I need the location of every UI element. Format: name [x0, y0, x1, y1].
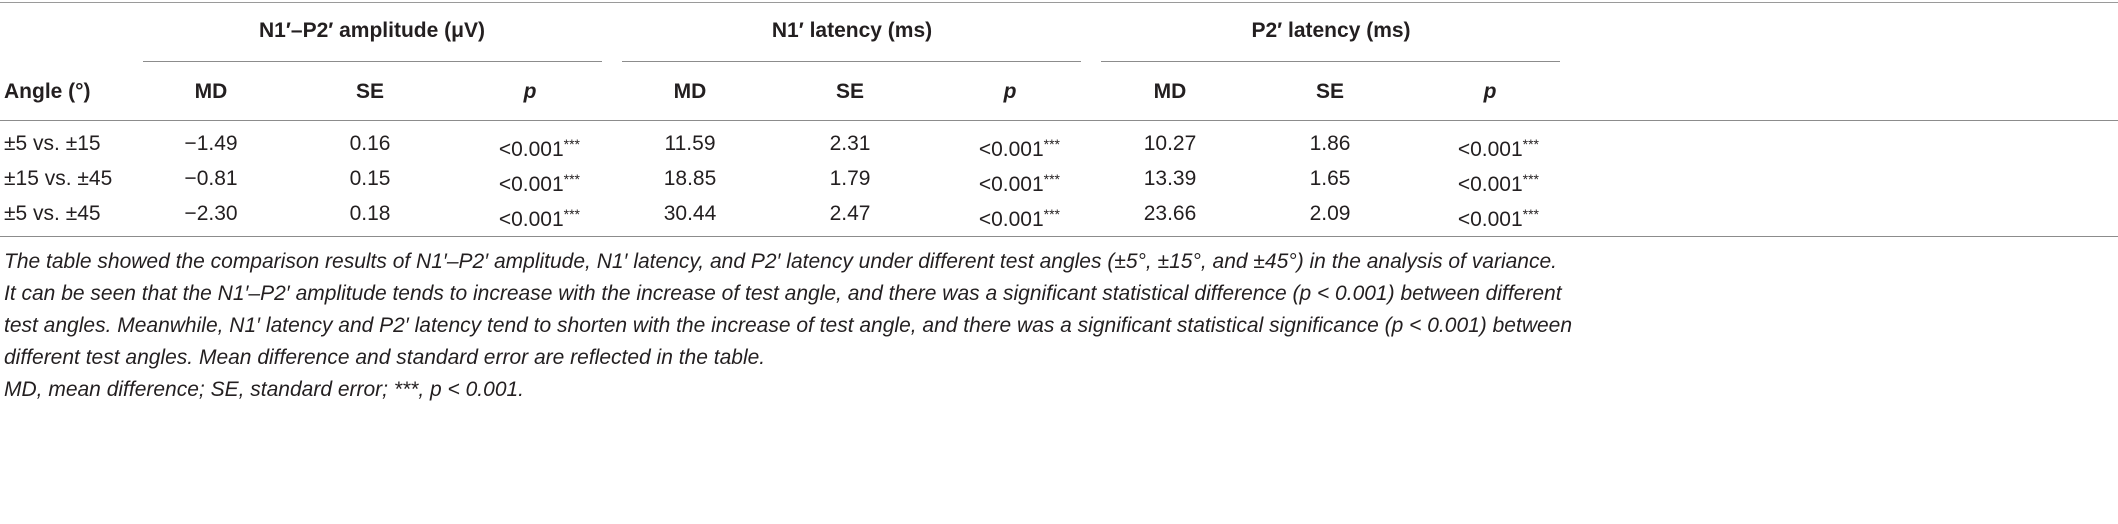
- group-header-amplitude: N1′–P2′ amplitude (μV): [259, 19, 485, 42]
- cell-n1-md: 30.44: [663, 202, 717, 225]
- subheader-n1-md: MD: [673, 80, 707, 103]
- p-value: <0.001: [1457, 208, 1523, 231]
- cell-n1-se: 1.79: [829, 167, 871, 190]
- cell-amp-se: 0.18: [349, 202, 391, 225]
- significance-marker: ***: [1043, 171, 1060, 187]
- subheader-amp-se: SE: [355, 80, 385, 103]
- group-rule-amplitude: [143, 61, 602, 62]
- subheader-p2-p: p: [1483, 80, 1497, 103]
- subheader-p2-se: SE: [1315, 80, 1345, 103]
- group-rule-n1-latency: [622, 61, 1081, 62]
- p-value: <0.001: [978, 208, 1044, 231]
- table-bottom-rule: [0, 236, 2118, 237]
- p-value: <0.001: [1457, 138, 1523, 161]
- group-rule-p2-latency: [1101, 61, 1560, 62]
- subheader-n1-p: p: [1003, 80, 1017, 103]
- cell-p2-md: 13.39: [1143, 167, 1197, 190]
- header-rule: [0, 120, 2118, 121]
- p-value: <0.001: [1457, 173, 1523, 196]
- table-top-rule: [0, 2, 2118, 3]
- p-value: <0.001: [498, 138, 564, 161]
- cell-amp-se: 0.15: [349, 167, 391, 190]
- row-angle: ±15 vs. ±45: [4, 167, 113, 190]
- significance-marker: ***: [563, 206, 580, 222]
- cell-amp-md: −2.30: [184, 202, 238, 225]
- cell-n1-p: <0.001***: [979, 131, 1060, 163]
- cell-p2-p: <0.001***: [1458, 201, 1539, 233]
- subheader-amp-p: p: [523, 80, 537, 103]
- cell-p2-se: 1.86: [1309, 132, 1351, 155]
- cell-amp-p: <0.001***: [499, 131, 580, 163]
- significance-marker: ***: [1043, 136, 1060, 152]
- significance-marker: ***: [563, 136, 580, 152]
- significance-marker: ***: [1043, 206, 1060, 222]
- cell-n1-p: <0.001***: [979, 166, 1060, 198]
- p-value: <0.001: [978, 173, 1044, 196]
- cell-n1-se: 2.31: [829, 132, 871, 155]
- cell-p2-p: <0.001***: [1458, 166, 1539, 198]
- subheader-n1-se: SE: [835, 80, 865, 103]
- significance-marker: ***: [1522, 206, 1539, 222]
- p-value: <0.001: [498, 173, 564, 196]
- group-header-n1-latency: N1′ latency (ms): [771, 19, 933, 42]
- table-footnote-line: different test angles. Mean difference a…: [4, 346, 766, 369]
- cell-p2-md: 10.27: [1143, 132, 1197, 155]
- subheader-amp-md: MD: [194, 80, 228, 103]
- cell-amp-md: −1.49: [184, 132, 238, 155]
- table-abbreviations: MD, mean difference; SE, standard error;…: [4, 378, 525, 401]
- subheader-p2-md: MD: [1153, 80, 1187, 103]
- cell-n1-md: 18.85: [663, 167, 717, 190]
- group-header-p2-latency: P2′ latency (ms): [1251, 19, 1411, 42]
- cell-p2-se: 2.09: [1309, 202, 1351, 225]
- cell-n1-md: 11.59: [664, 132, 716, 155]
- p-value: <0.001: [978, 138, 1044, 161]
- significance-marker: ***: [1522, 136, 1539, 152]
- cell-amp-p: <0.001***: [499, 166, 580, 198]
- p-value: <0.001: [498, 208, 564, 231]
- significance-marker: ***: [563, 171, 580, 187]
- cell-p2-p: <0.001***: [1458, 131, 1539, 163]
- cell-n1-p: <0.001***: [979, 201, 1060, 233]
- cell-amp-se: 0.16: [349, 132, 391, 155]
- table-footnote-line: The table showed the comparison results …: [4, 250, 1557, 273]
- row-header-angle: Angle (°): [4, 80, 91, 103]
- cell-amp-md: −0.81: [184, 167, 238, 190]
- row-angle: ±5 vs. ±15: [4, 132, 101, 155]
- cell-amp-p: <0.001***: [499, 201, 580, 233]
- cell-p2-md: 23.66: [1143, 202, 1197, 225]
- table-footnote-line: It can be seen that the N1′–P2′ amplitud…: [4, 282, 1562, 305]
- cell-n1-se: 2.47: [829, 202, 871, 225]
- row-angle: ±5 vs. ±45: [4, 202, 101, 225]
- significance-marker: ***: [1522, 171, 1539, 187]
- cell-p2-se: 1.65: [1309, 167, 1351, 190]
- table-footnote-line: test angles. Meanwhile, N1′ latency and …: [4, 314, 1573, 337]
